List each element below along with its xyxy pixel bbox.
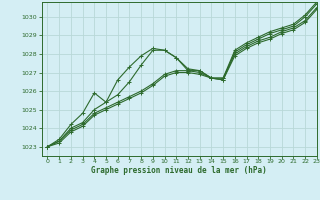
X-axis label: Graphe pression niveau de la mer (hPa): Graphe pression niveau de la mer (hPa) — [91, 166, 267, 175]
